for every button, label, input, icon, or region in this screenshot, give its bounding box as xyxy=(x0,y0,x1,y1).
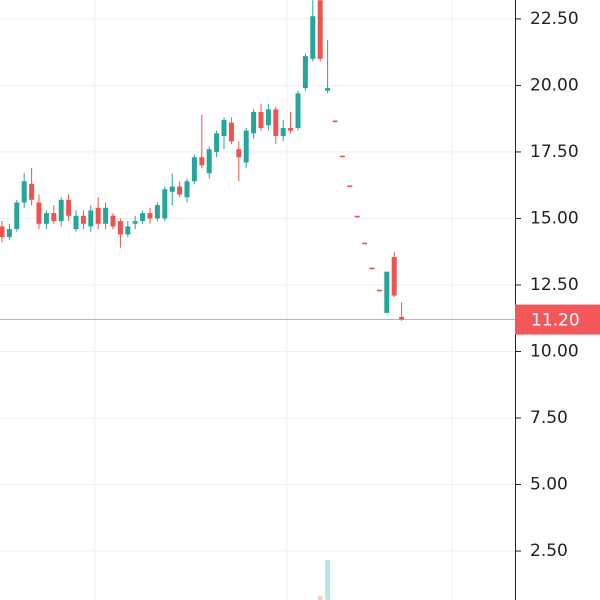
candle-body xyxy=(265,109,271,126)
candle-body xyxy=(103,207,109,224)
y-tick-label: 22.50 xyxy=(530,9,579,29)
candle-body xyxy=(29,183,35,200)
candle-body xyxy=(399,316,405,320)
candle-body xyxy=(110,215,116,227)
candle-body xyxy=(347,185,353,188)
y-tick-label: 10.00 xyxy=(530,341,579,361)
last-price-box xyxy=(515,304,600,335)
y-tick-label: 7.50 xyxy=(530,408,568,428)
volume-bar xyxy=(317,596,323,600)
candle-body xyxy=(243,130,249,163)
candle-body xyxy=(51,213,57,222)
candle-body xyxy=(376,289,382,292)
candle-body xyxy=(199,157,205,166)
candle-body xyxy=(280,127,286,136)
candle-body xyxy=(125,226,131,235)
last-price-label: 11.20 xyxy=(531,311,580,331)
candle-body xyxy=(117,221,123,235)
y-tick-label: 17.50 xyxy=(530,142,579,162)
candle-body xyxy=(162,189,168,219)
candle-body xyxy=(21,181,27,203)
candle-body xyxy=(177,186,183,195)
candle-body xyxy=(317,0,323,59)
candle-body xyxy=(288,127,294,131)
plot xyxy=(0,0,515,600)
candle-body xyxy=(332,120,338,123)
candle-body xyxy=(95,207,101,224)
y-tick-label: 5.00 xyxy=(530,475,568,495)
candle-body xyxy=(295,93,301,128)
grid xyxy=(0,18,515,552)
candle-body xyxy=(43,213,49,224)
candle-body xyxy=(214,133,220,152)
candle-body xyxy=(302,56,308,89)
candle-body xyxy=(354,215,360,218)
price-axis: 2.50 5.00 7.50 10.00 12.50 15.00 17.50 20.00 22.… xyxy=(515,9,600,561)
candle-body xyxy=(0,226,5,238)
candle-body xyxy=(147,213,153,219)
candle-body xyxy=(154,205,160,219)
y-tick-label: 12.50 xyxy=(530,275,579,295)
candle-body xyxy=(191,157,197,182)
candle-body xyxy=(325,88,331,91)
candle-body xyxy=(391,257,397,296)
candle-body xyxy=(58,199,64,222)
candle-body xyxy=(206,149,212,174)
candle-body xyxy=(273,109,279,136)
candle-body xyxy=(14,202,20,230)
candle-body xyxy=(384,271,390,313)
y-tick-label: 2.50 xyxy=(530,541,568,561)
candle-body xyxy=(310,16,316,59)
candle-body xyxy=(169,186,175,192)
candle-body xyxy=(36,202,42,224)
candle-body xyxy=(251,112,257,134)
candle-body xyxy=(258,112,264,128)
candle-body xyxy=(369,267,375,270)
y-tick-label: 20.00 xyxy=(530,75,579,95)
candle-body xyxy=(236,149,242,158)
volume-bar xyxy=(325,560,331,600)
candle-body xyxy=(221,120,227,136)
candle-body xyxy=(140,213,146,222)
candle-body xyxy=(339,155,345,158)
candle-body xyxy=(88,210,94,227)
candle-body xyxy=(6,229,12,238)
candle-body xyxy=(73,215,79,230)
y-tick-label: 15.00 xyxy=(530,208,579,228)
candle-body xyxy=(132,221,138,224)
candle-body xyxy=(184,181,190,198)
candle-body xyxy=(362,242,368,245)
candle-body xyxy=(80,215,86,224)
candle-body xyxy=(228,122,234,142)
candle-body xyxy=(66,199,72,216)
